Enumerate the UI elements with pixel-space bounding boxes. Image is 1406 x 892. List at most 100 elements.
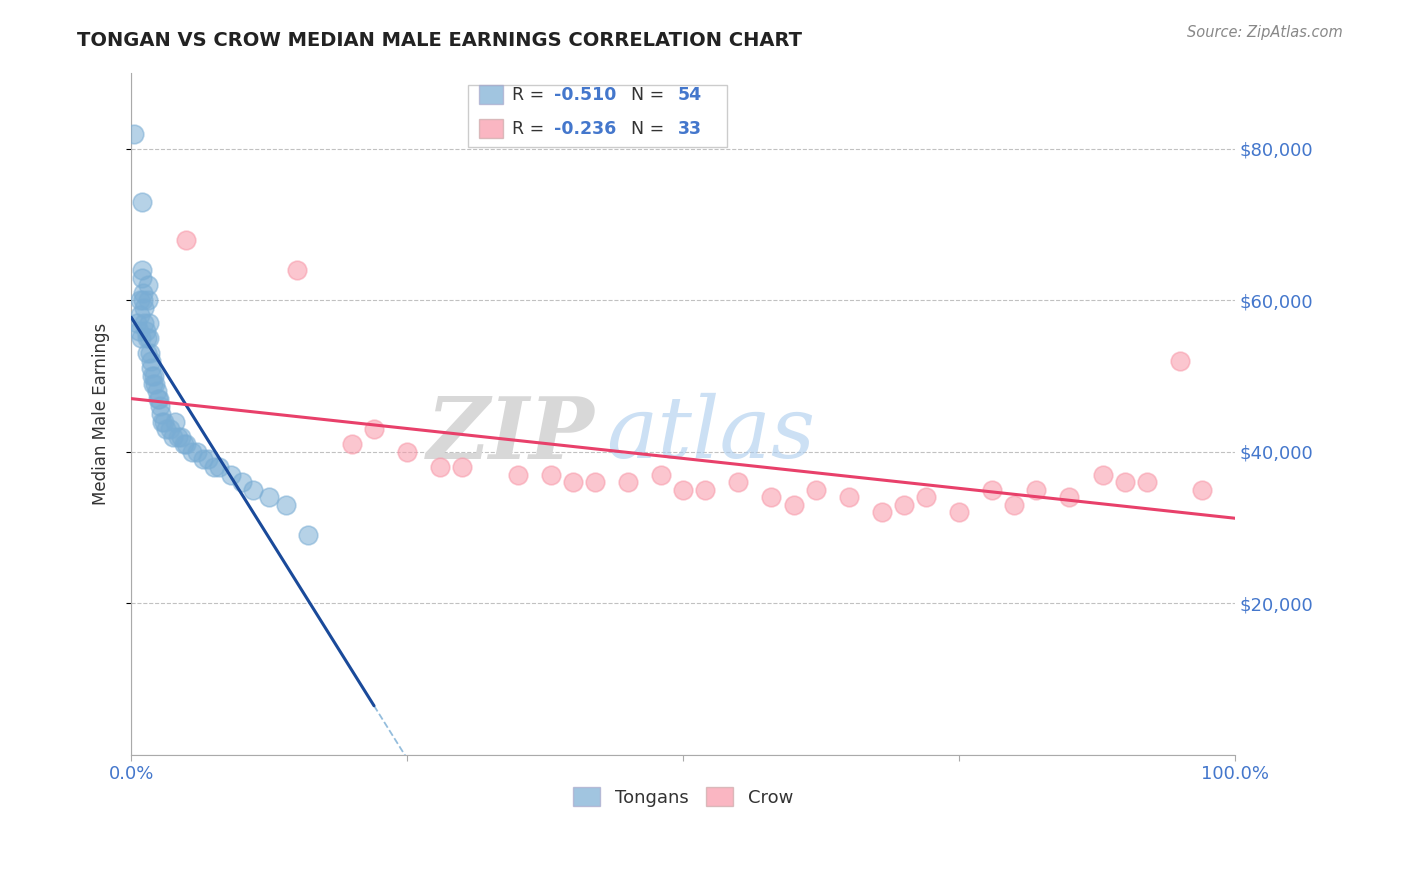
Point bbox=[1191, 483, 1213, 497]
Point bbox=[285, 263, 308, 277]
Point bbox=[145, 376, 167, 391]
Text: -0.510: -0.510 bbox=[554, 86, 616, 103]
Point bbox=[617, 475, 640, 490]
Point bbox=[166, 430, 188, 444]
Point bbox=[139, 361, 162, 376]
Point bbox=[139, 346, 162, 360]
Point bbox=[695, 483, 717, 497]
Point bbox=[838, 490, 860, 504]
Point bbox=[274, 498, 297, 512]
Point bbox=[1025, 483, 1047, 497]
Point bbox=[138, 331, 160, 345]
Point bbox=[1168, 354, 1191, 368]
Point bbox=[176, 437, 198, 451]
Point bbox=[396, 445, 419, 459]
Point bbox=[672, 483, 695, 497]
Point bbox=[1091, 467, 1114, 482]
Point bbox=[132, 285, 155, 300]
Y-axis label: Median Male Earnings: Median Male Earnings bbox=[93, 323, 110, 505]
FancyBboxPatch shape bbox=[479, 86, 503, 104]
Point bbox=[129, 293, 152, 308]
Point bbox=[197, 452, 219, 467]
Point bbox=[139, 354, 162, 368]
Point bbox=[948, 505, 970, 519]
Point bbox=[176, 233, 198, 247]
Point bbox=[124, 127, 146, 141]
Point bbox=[186, 445, 208, 459]
Point bbox=[141, 369, 163, 384]
Point bbox=[136, 278, 159, 293]
Text: R =: R = bbox=[512, 120, 550, 138]
Point bbox=[155, 422, 177, 436]
Point bbox=[727, 475, 749, 490]
Point bbox=[1059, 490, 1081, 504]
Point bbox=[135, 346, 157, 360]
Point bbox=[143, 369, 166, 384]
Point bbox=[131, 263, 153, 277]
Point bbox=[451, 460, 474, 475]
Point bbox=[506, 467, 529, 482]
Point bbox=[1114, 475, 1136, 490]
Point bbox=[893, 498, 915, 512]
Point bbox=[429, 460, 451, 475]
Point bbox=[145, 384, 167, 399]
Legend: Tongans, Crow: Tongans, Crow bbox=[565, 780, 800, 814]
Point bbox=[134, 316, 156, 330]
Point bbox=[257, 490, 280, 504]
Point bbox=[131, 270, 153, 285]
Point bbox=[761, 490, 783, 504]
Point bbox=[146, 392, 169, 406]
Point bbox=[870, 505, 893, 519]
Text: -0.236: -0.236 bbox=[554, 120, 616, 138]
Point bbox=[583, 475, 606, 490]
Text: N =: N = bbox=[620, 86, 669, 103]
Text: TONGAN VS CROW MEDIAN MALE EARNINGS CORRELATION CHART: TONGAN VS CROW MEDIAN MALE EARNINGS CORR… bbox=[77, 31, 803, 50]
Point bbox=[561, 475, 583, 490]
Point bbox=[915, 490, 938, 504]
FancyBboxPatch shape bbox=[468, 86, 727, 146]
Point bbox=[129, 331, 152, 345]
Point bbox=[191, 452, 214, 467]
Point bbox=[128, 324, 150, 338]
Point bbox=[782, 498, 804, 512]
Point bbox=[153, 415, 176, 429]
Text: Source: ZipAtlas.com: Source: ZipAtlas.com bbox=[1187, 25, 1343, 40]
Point bbox=[231, 475, 253, 490]
Point bbox=[138, 316, 160, 330]
Point bbox=[540, 467, 562, 482]
Text: 33: 33 bbox=[678, 120, 702, 138]
Point bbox=[149, 400, 172, 414]
Point bbox=[136, 293, 159, 308]
Point bbox=[125, 316, 148, 330]
Point bbox=[165, 415, 187, 429]
Point bbox=[134, 301, 156, 315]
FancyBboxPatch shape bbox=[479, 120, 503, 138]
Text: atlas: atlas bbox=[606, 393, 815, 475]
Point bbox=[340, 437, 363, 451]
Point bbox=[142, 376, 165, 391]
Point bbox=[132, 293, 155, 308]
Point bbox=[650, 467, 672, 482]
Text: ZIP: ZIP bbox=[427, 392, 595, 476]
Text: R =: R = bbox=[512, 86, 550, 103]
Point bbox=[134, 324, 156, 338]
Point bbox=[804, 483, 827, 497]
Point bbox=[202, 460, 225, 475]
Point bbox=[297, 528, 319, 542]
Point bbox=[170, 430, 193, 444]
Point bbox=[1002, 498, 1025, 512]
Point bbox=[131, 194, 153, 209]
Text: 54: 54 bbox=[678, 86, 702, 103]
Point bbox=[1136, 475, 1159, 490]
Point bbox=[363, 422, 385, 436]
Point bbox=[162, 430, 184, 444]
Text: N =: N = bbox=[620, 120, 669, 138]
Point bbox=[173, 437, 195, 451]
Point bbox=[150, 415, 173, 429]
Point bbox=[180, 445, 202, 459]
Point bbox=[219, 467, 242, 482]
Point bbox=[129, 309, 152, 323]
Point bbox=[135, 331, 157, 345]
Point bbox=[148, 392, 170, 406]
Point bbox=[242, 483, 264, 497]
